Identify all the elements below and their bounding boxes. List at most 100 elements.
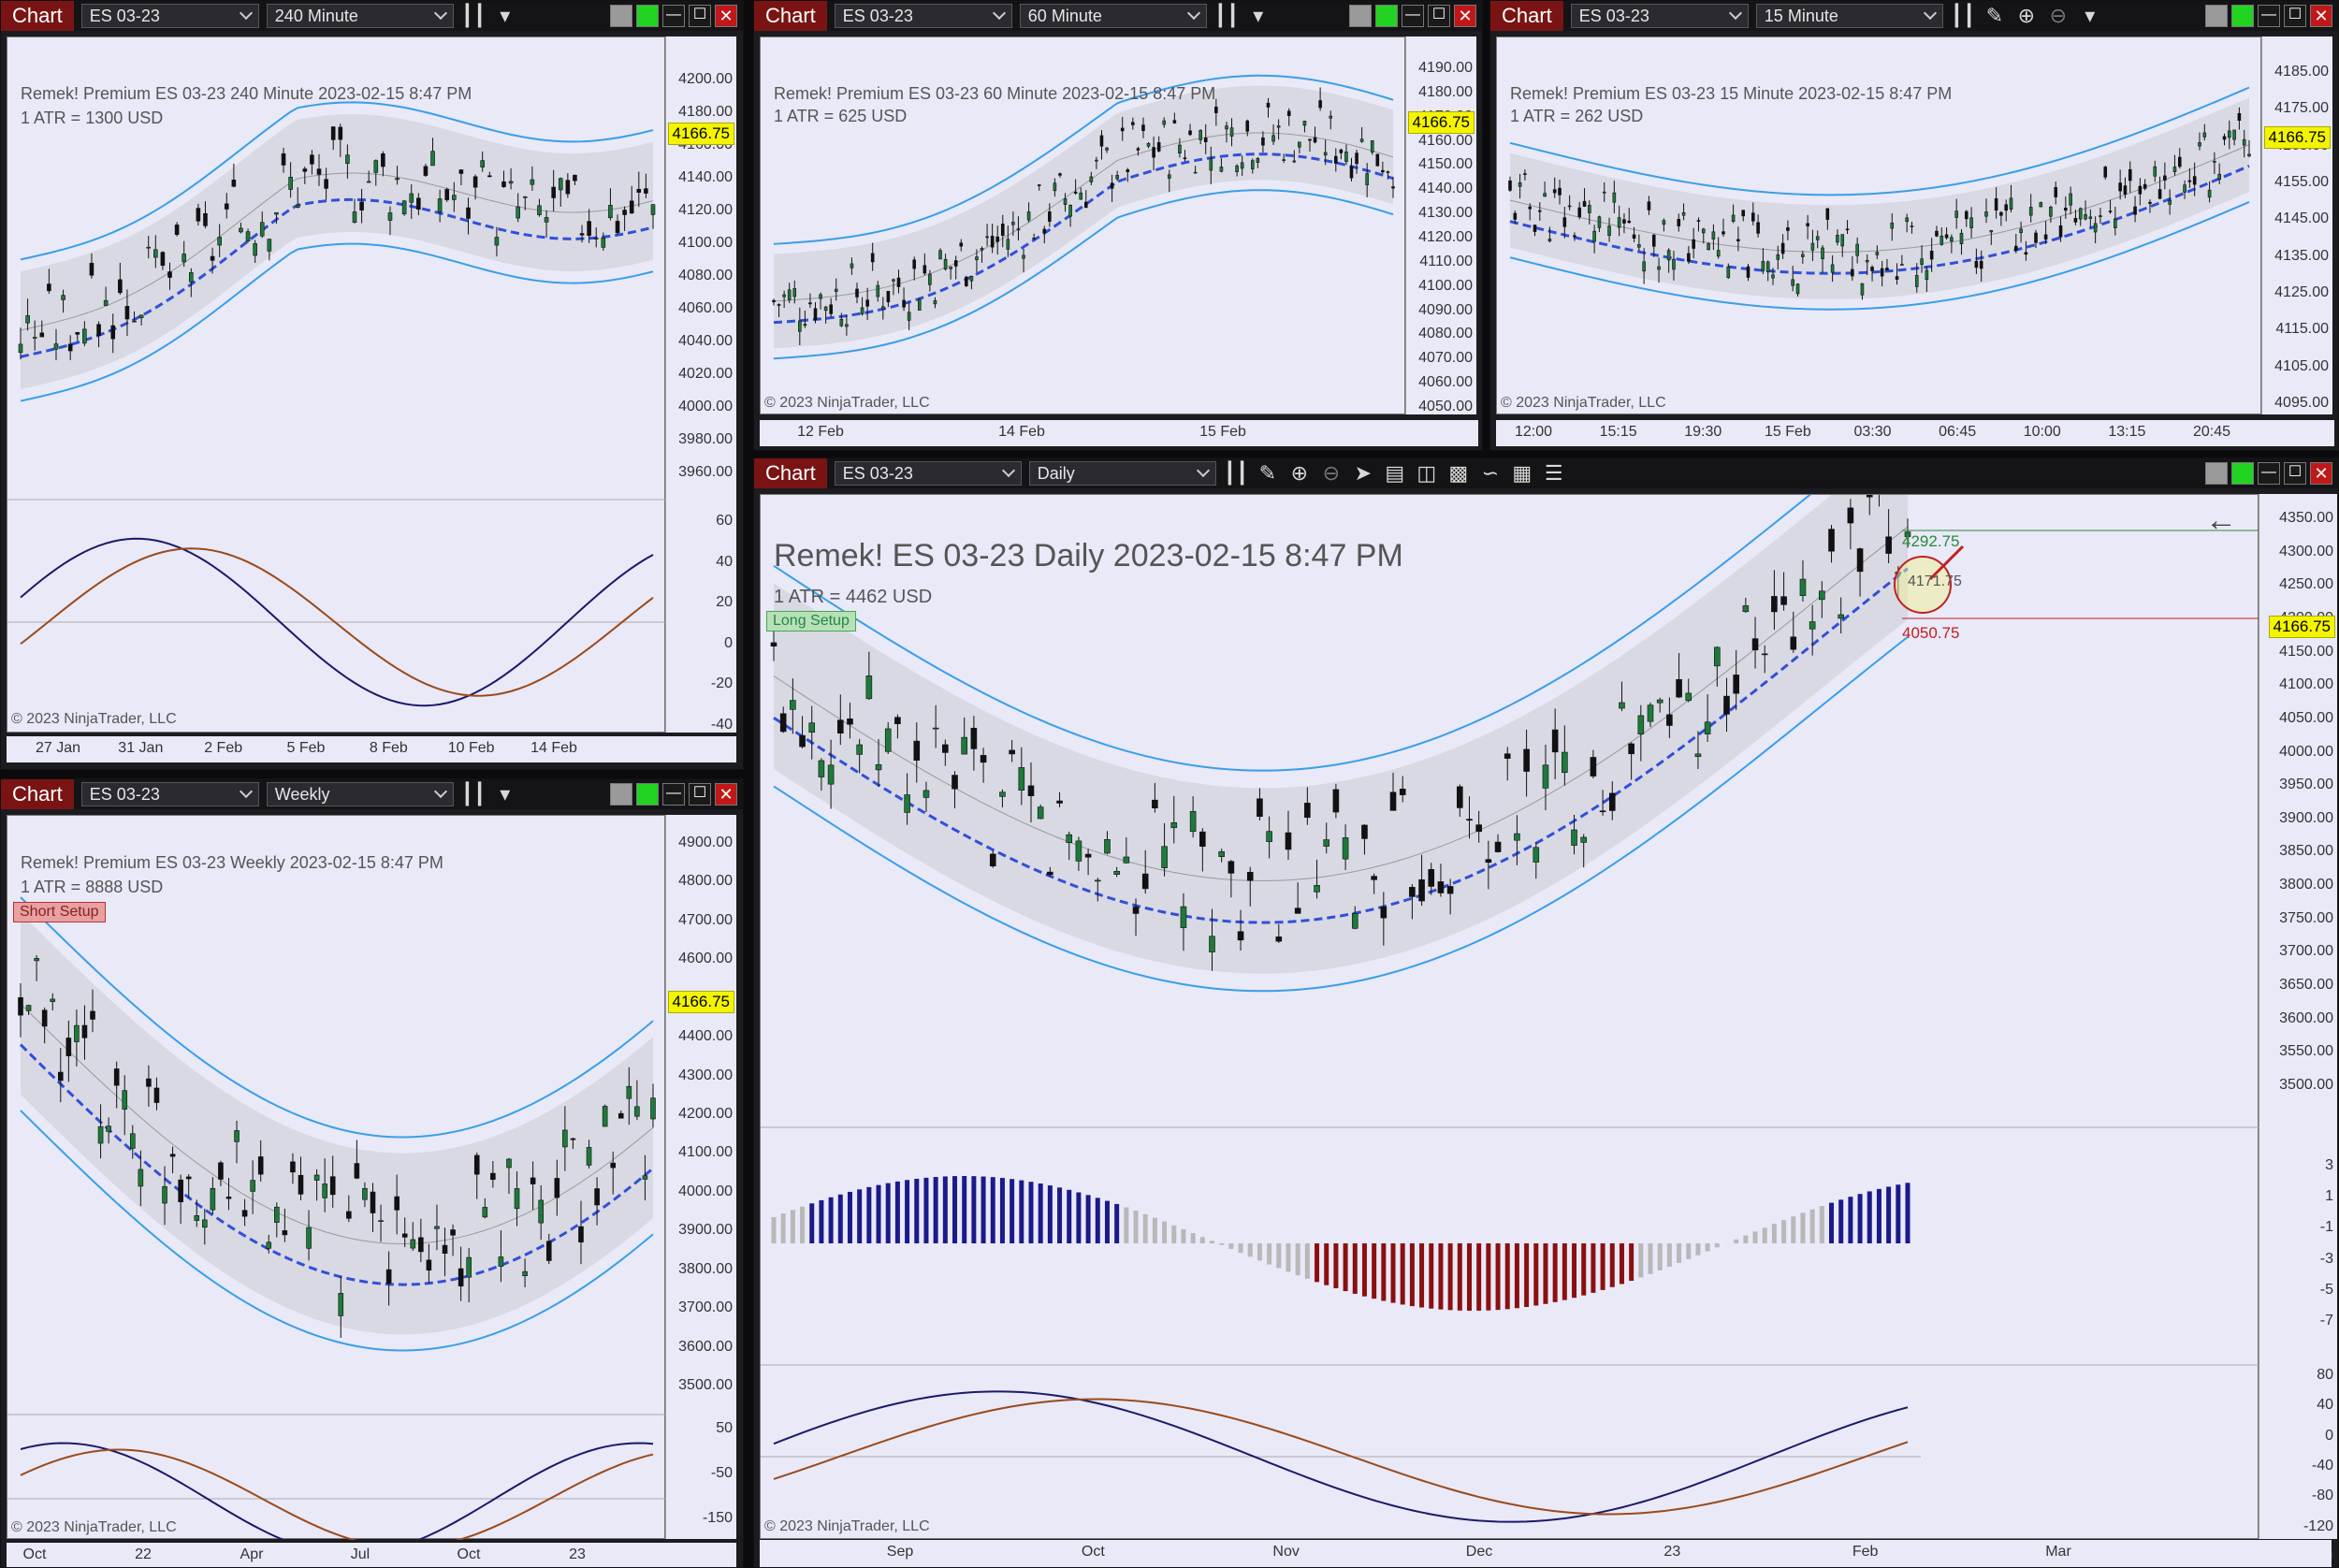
instrument-selector[interactable]: ES 03-23 [1570, 4, 1749, 28]
chart-tab[interactable]: Chart [1, 779, 74, 809]
zoom-in-icon[interactable]: ⊕ [2017, 4, 2036, 27]
candle-body [1399, 788, 1406, 795]
bar-style-icon[interactable]: ┃┃ [1213, 4, 1240, 27]
period-selector[interactable]: 60 Minute [1019, 4, 1207, 28]
close-button[interactable]: ✕ [2310, 5, 2332, 27]
bar-style-icon[interactable]: ┃┃ [1950, 4, 1976, 27]
last-price-tag: 4166.75 [1407, 111, 1475, 134]
chart-window-15min: Chart ES 03-23 15 Minute ┃┃ ✎ ⊕ ⊖ ▾ — ☐ ✕ … [1489, 0, 2339, 451]
minimize-button[interactable]: — [1402, 5, 1424, 27]
minimize-button[interactable]: — [662, 783, 685, 806]
chart-tab[interactable]: Chart [754, 458, 827, 488]
chart-trader-icon[interactable]: ▦ [1512, 461, 1533, 485]
maximize-button[interactable]: ☐ [2284, 5, 2306, 27]
back-arrow-icon[interactable]: ← [2205, 502, 2237, 538]
period-selector[interactable]: 15 Minute [1755, 4, 1943, 28]
templates-icon[interactable]: ◫ [1416, 461, 1437, 485]
link-gray-button[interactable] [1349, 5, 1372, 27]
candle-body [1562, 217, 1567, 227]
close-button[interactable]: ✕ [1454, 5, 1476, 27]
zoom-out-icon[interactable]: ⊖ [2049, 4, 2068, 27]
candle-body [1513, 212, 1518, 220]
chevron-down-icon[interactable]: ▾ [500, 4, 511, 27]
chart-tab[interactable]: Chart [754, 1, 827, 31]
instrument-selector[interactable]: ES 03-23 [834, 4, 1012, 28]
price-axis[interactable]: 4200.004180.004160.004140.004120.004100.… [665, 36, 736, 733]
maximize-button[interactable]: ☐ [689, 783, 711, 806]
minimize-button[interactable]: — [662, 5, 685, 27]
close-button[interactable]: ✕ [2310, 462, 2332, 485]
strategies-icon[interactable]: ∽ [1481, 461, 1500, 485]
histogram-bar [1352, 1243, 1358, 1294]
zoom-in-icon[interactable]: ⊕ [1290, 461, 1309, 485]
price-axis[interactable]: 4900.004800.004700.004600.004500.004400.… [665, 815, 736, 1567]
chart-panel[interactable]: Remek! Premium ES 03-23 15 Minute 2023-0… [1496, 36, 2261, 414]
time-tick: 20:45 [2192, 424, 2231, 440]
period-selector[interactable]: Weekly [266, 782, 454, 806]
time-axis[interactable]: Sep Oct Nov Dec 23 Feb Mar [760, 1540, 2332, 1567]
instrument-selector[interactable]: ES 03-23 [80, 782, 259, 806]
price-axis[interactable]: 4185.004175.004165.004155.004145.004135.… [2261, 36, 2332, 414]
period-selector[interactable]: 240 Minute [266, 4, 454, 28]
link-gray-button[interactable] [610, 5, 632, 27]
draw-tool-icon[interactable]: ✎ [1258, 461, 1277, 485]
maximize-button[interactable]: ☐ [2284, 462, 2306, 485]
link-green-button[interactable] [2231, 462, 2254, 485]
link-green-button[interactable] [636, 5, 659, 27]
time-axis[interactable]: Oct 22 Apr Jul Oct 23 [7, 1543, 736, 1567]
instrument-selector[interactable]: ES 03-23 [834, 461, 1022, 486]
candle-body [1068, 205, 1072, 217]
chart-tab[interactable]: Chart [1490, 1, 1563, 31]
close-button[interactable]: ✕ [715, 5, 737, 27]
window-buttons: — ☐ ✕ [610, 5, 737, 27]
link-gray-button[interactable] [2205, 5, 2228, 27]
link-gray-button[interactable] [610, 783, 632, 806]
maximize-button[interactable]: ☐ [689, 5, 711, 27]
chevron-down-icon[interactable]: ▾ [2085, 4, 2096, 27]
bar-style-icon[interactable]: ┃┃ [1223, 461, 1249, 485]
instrument-selector[interactable]: ES 03-23 [80, 4, 259, 28]
minimize-button[interactable]: — [2258, 462, 2280, 485]
price-tick: 3800.00 [678, 1260, 733, 1277]
maximize-button[interactable]: ☐ [1428, 5, 1450, 27]
chart-panel[interactable]: Remek! Premium ES 03-23 240 Minute 2023-… [7, 36, 666, 733]
chart-panel[interactable]: Remek! Premium ES 03-23 60 Minute 2023-0… [760, 36, 1405, 414]
time-axis[interactable]: 12:00 15:15 19:30 15 Feb 03:30 06:45 10:00 13:1… [1496, 420, 2334, 446]
chart-panel[interactable]: Remek! Premium ES 03-23 Weekly 2023-02-1… [7, 815, 666, 1540]
period-selector[interactable]: Daily [1028, 461, 1216, 486]
properties-icon[interactable]: ▤ [1385, 461, 1405, 485]
last-price-tag: 4166.75 [667, 123, 734, 145]
pointer-icon[interactable]: ➤ [1354, 461, 1373, 485]
histogram-bar [1324, 1243, 1329, 1285]
zoom-out-icon[interactable]: ⊖ [1322, 461, 1341, 485]
data-series-list-icon[interactable]: ☰ [1544, 461, 1563, 485]
indicators-icon[interactable]: ▩ [1448, 461, 1469, 485]
price-axis[interactable]: 4190.004180.004170.004160.004150.004140.… [1405, 36, 1476, 414]
candle-body [818, 760, 825, 777]
link-green-button[interactable] [636, 783, 659, 806]
link-gray-button[interactable] [2205, 462, 2228, 485]
link-green-button[interactable] [2231, 5, 2254, 27]
minimize-button[interactable]: — [2258, 5, 2280, 27]
bar-style-icon[interactable]: ┃┃ [460, 782, 487, 806]
bar-style-icon[interactable]: ┃┃ [460, 4, 487, 27]
chevron-down-icon[interactable]: ▾ [500, 782, 511, 806]
oscillator-tick: 3 [2325, 1157, 2333, 1173]
chart-panel[interactable]: Remek! ES 03-23 Daily 2023-02-15 8:47 PM… [760, 494, 2259, 1539]
candle-body [1256, 158, 1260, 163]
link-green-button[interactable] [1375, 5, 1398, 27]
price-axis[interactable]: 4350.004300.004250.004200.004150.004100.… [2259, 494, 2337, 1564]
candle-body [409, 193, 414, 203]
chart-tab[interactable]: Chart [1, 1, 74, 31]
candle-body [338, 1293, 344, 1316]
candle-body [1285, 832, 1292, 850]
target-down-label: 4050.75 [1902, 624, 1960, 642]
candle-body [952, 775, 958, 790]
trend-line [20, 197, 654, 358]
time-axis[interactable]: 27 Jan 31 Jan 2 Feb 5 Feb 8 Feb 10 Feb 14 Feb [7, 736, 736, 762]
draw-tool-icon[interactable]: ✎ [1985, 4, 2004, 27]
chevron-down-icon[interactable]: ▾ [1253, 4, 1264, 27]
candle-body [777, 304, 781, 306]
close-button[interactable]: ✕ [715, 783, 737, 806]
time-axis[interactable]: 12 Feb 14 Feb 15 Feb [760, 420, 1478, 446]
